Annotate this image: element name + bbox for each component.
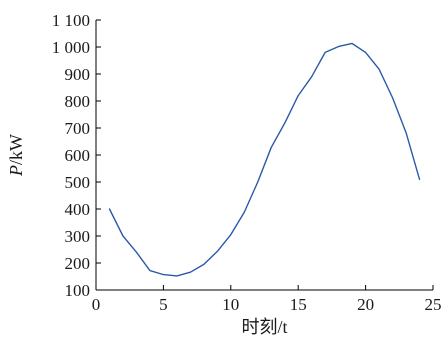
plot-area: 0 5 10 15 20 25 100 200 300 400 500 600 700 800 900 1 … [52,11,442,314]
y-tick-label: 1 000 [52,38,90,57]
x-tick-label: 15 [290,295,307,314]
y-tick-label: 1 100 [52,11,90,30]
x-tick-label: 25 [425,295,442,314]
y-axis-variable: P [6,165,26,177]
y-tick-label: 500 [65,173,91,192]
series-line [108,42,421,277]
x-tick-label: 5 [159,295,168,314]
y-tick-label: 400 [65,200,91,219]
y-axis-ticks: 100 200 300 400 500 600 700 800 900 1 000 1 100 [52,11,101,300]
y-tick-label: 700 [65,119,91,138]
y-tick-label: 600 [65,146,91,165]
y-axis-unit: /kW [6,134,26,165]
y-tick-label: 200 [65,254,91,273]
y-tick-label: 900 [65,65,91,84]
x-axis-title: 时刻/t [241,317,287,337]
x-axis-ticks: 0 5 10 15 20 25 [92,285,442,314]
y-tick-label: 300 [65,227,91,246]
x-tick-label: 0 [92,295,101,314]
x-tick-label: 20 [357,295,374,314]
series-layer [108,42,421,277]
y-tick-label: 800 [65,92,91,111]
y-tick-label: 100 [65,281,91,300]
y-axis-title: P/kW [6,134,26,177]
x-tick-label: 10 [222,295,239,314]
